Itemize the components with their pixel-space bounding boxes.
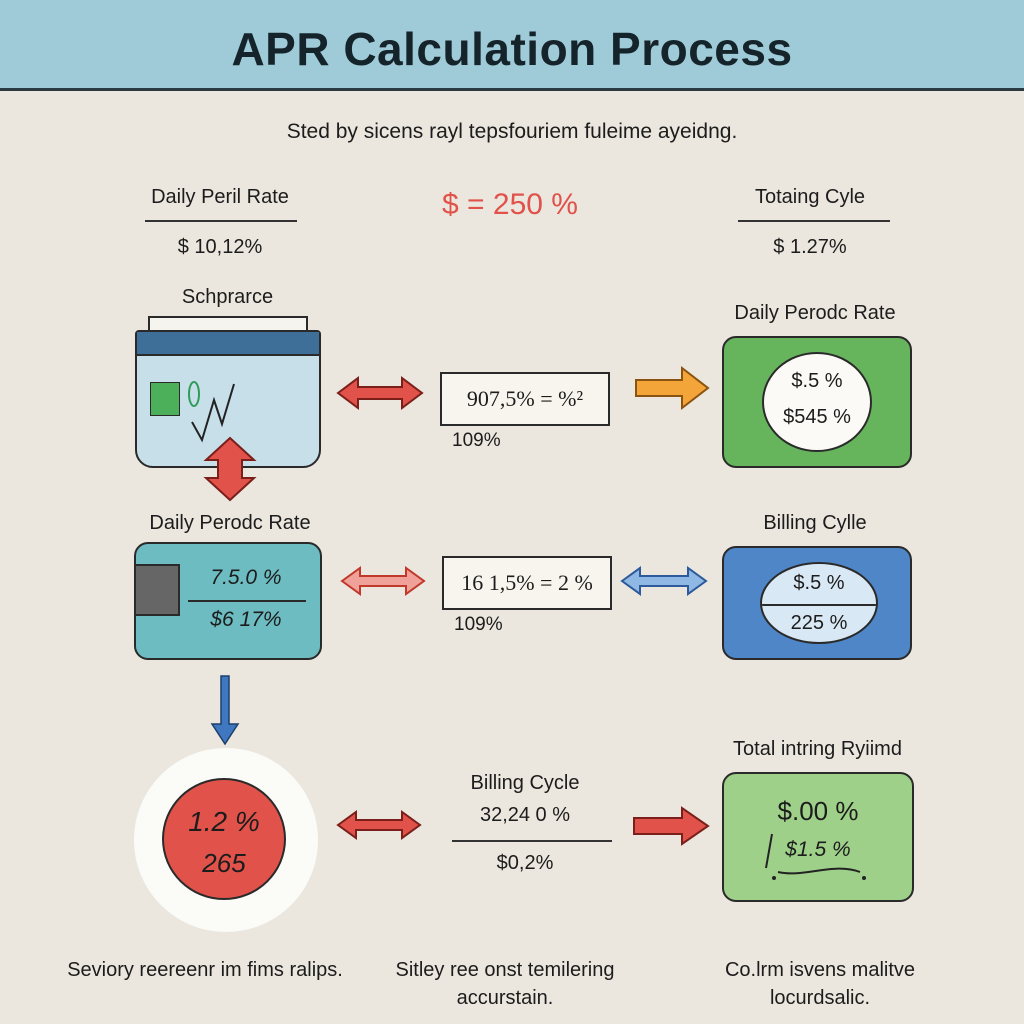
row2-left-bottom: $6 17%: [210, 608, 282, 631]
gray-block-icon: [134, 564, 180, 616]
row2-right-top: $.5 %: [793, 572, 845, 594]
row1-formula-box: 907,5% = %²: [440, 372, 610, 426]
row1-right-card: $.5 % $545 %: [722, 336, 912, 468]
row3-center-divider: [452, 840, 612, 842]
row2-formula-sub: 109%: [454, 614, 503, 635]
row3-center-bottom: $0,2%: [496, 852, 554, 874]
row1-formula-sub: 109%: [452, 430, 501, 451]
row3-center-label: Billing Cycle: [470, 772, 580, 794]
top-left-divider: [145, 220, 297, 222]
top-left-value: $ 10,12%: [177, 236, 263, 258]
row2-left-top: 7.5.0 %: [210, 566, 282, 589]
row1-right-bottom: $545 %: [783, 406, 851, 428]
row2-left-divider: [188, 600, 306, 602]
row2-right-card: $.5 % 225 %: [722, 546, 912, 660]
footer-center-text: Sitley ree onst temilering accurstain.: [395, 959, 615, 1009]
top-right-value: $ 1.27%: [773, 236, 847, 258]
row2-left-card: 7.5.0 % $6 17%: [134, 542, 322, 660]
row1-left-label: Schprarce: [181, 286, 274, 308]
orange-arrow-right: [635, 365, 710, 411]
row1-right-top: $.5 %: [791, 370, 843, 392]
row3-right-label: Total intring Ryiimd: [733, 738, 902, 760]
handwritten-scribble: [765, 833, 866, 880]
row3-right-card: $.00 % $1.5 %: [722, 772, 914, 902]
header-bar: [0, 0, 1024, 91]
footer-left-text: Seviory reereenr im fims ralips.: [67, 959, 343, 981]
red-double-arrow-row3: [336, 810, 422, 840]
blue-down-arrow: [210, 675, 240, 746]
result-circle-outer: 1.2 % 265: [134, 748, 318, 932]
red-double-arrow-row1: [336, 376, 424, 410]
row2-right-label: Billing Cylle: [763, 512, 867, 534]
chart-line-icon: [188, 381, 235, 443]
footer-right-text: Co.lrm isvens malitve locurdsalic.: [724, 959, 916, 1009]
result-circle-top: 1.2 %: [188, 806, 260, 837]
row3-right-top: $.00 %: [777, 796, 859, 826]
row3-right-bottom: $1.5 %: [785, 838, 851, 861]
row3-center-top: 32,24 0 %: [479, 804, 571, 826]
row2-left-label: Daily Perodc Rate: [149, 512, 311, 534]
page-title: APR Calculation Process: [231, 23, 793, 75]
row2-formula-box: 16 1,5% = 2 %: [442, 556, 612, 610]
subtitle: Sted by sicens rayl tepsfouriem fuleime …: [286, 120, 738, 143]
row2-right-oval: $.5 % 225 %: [760, 562, 878, 644]
result-circle-bottom: 265: [202, 848, 246, 878]
top-center-value: $ = 250 %: [442, 188, 578, 221]
red-vertical-double-arrow: [203, 436, 257, 502]
result-circle-inner: 1.2 % 265: [162, 778, 286, 900]
row1-right-oval: $.5 % $545 %: [762, 352, 872, 452]
top-right-label: Totaing Cyle: [754, 186, 866, 208]
red-double-arrow-row2: [340, 566, 426, 596]
red-arrow-right: [633, 806, 710, 846]
window-titlebar: [137, 332, 319, 356]
top-right-divider: [738, 220, 890, 222]
row1-right-label: Daily Perodc Rate: [734, 302, 896, 324]
row2-right-divider: [762, 604, 876, 606]
top-left-label: Daily Peril Rate: [151, 186, 289, 208]
row2-right-bottom: 225 %: [790, 612, 848, 634]
blue-double-arrow-row2: [620, 566, 708, 596]
green-block-icon: [150, 382, 180, 416]
